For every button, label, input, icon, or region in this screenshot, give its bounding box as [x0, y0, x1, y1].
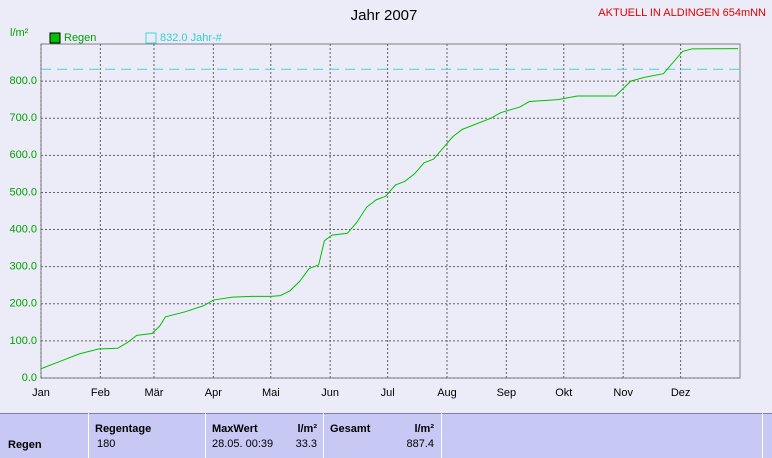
y-tick-label: 700.0 [9, 112, 37, 124]
legend: Regen 832.0 Jahr-# [49, 32, 223, 44]
x-tick-label: Jan [32, 387, 50, 399]
x-tick-label: Okt [555, 387, 572, 399]
y-tick-label: 300.0 [9, 261, 37, 273]
x-tick-label: Sep [497, 387, 517, 399]
x-tick-label: Mär [145, 387, 164, 399]
y-tick-label: 0.0 [22, 372, 37, 384]
x-tick-label: Jul [381, 387, 395, 399]
table-cell: 180 [97, 438, 115, 450]
y-tick-label: 800.0 [9, 75, 37, 87]
column-separator [205, 413, 206, 458]
x-tick-label: Apr [205, 387, 222, 399]
y-tick-label: 500.0 [9, 186, 37, 198]
y-tick-label: 100.0 [9, 335, 37, 347]
x-tick-label: Mai [262, 387, 280, 399]
row-label: Regen [8, 439, 42, 451]
x-tick-label: Jun [321, 387, 339, 399]
rain-line [40, 48, 739, 370]
legend-label: Regen [64, 32, 96, 44]
stats-table: Regentage MaxWert l/m² Gesamt l/m² Regen 180 28… [0, 413, 772, 458]
x-tick-label: Aug [437, 387, 457, 399]
table-header: l/m² [414, 423, 434, 435]
table-background [0, 413, 772, 458]
y-tick-label: 600.0 [9, 149, 37, 161]
table-border [0, 413, 772, 414]
y-tick-label: 400.0 [9, 223, 37, 235]
column-separator [441, 413, 442, 458]
x-tick-label: Dez [671, 387, 691, 399]
plot [40, 48, 740, 370]
grid: 0.0 100.0 200.0 300.0 400.0 500.0 600.0 700.0 80… [9, 43, 741, 399]
table-cell: 28.05. 00:39 [212, 438, 273, 450]
y-tick-label: 200.0 [9, 298, 37, 310]
x-tick-label: Nov [613, 387, 633, 399]
legend-swatch [145, 32, 157, 44]
plot-area [40, 43, 741, 379]
column-separator [88, 413, 89, 458]
table-header: MaxWert [212, 423, 258, 435]
table-cell: 33.3 [296, 438, 317, 450]
legend-swatch [49, 32, 61, 44]
column-separator [323, 413, 324, 458]
table-header: l/m² [297, 423, 317, 435]
legend-label: 832.0 Jahr-# [160, 32, 223, 44]
table-header: Gesamt [330, 423, 371, 435]
chart-title: Jahr 2007 [351, 7, 418, 24]
column-separator [762, 413, 763, 458]
y-axis-label: l/m² [10, 27, 29, 39]
x-tick-label: Feb [91, 387, 110, 399]
annotation: AKTUELL IN ALDINGEN 654mNN [598, 7, 766, 19]
table-cell: 887.4 [406, 438, 434, 450]
table-header: Regentage [95, 423, 151, 435]
